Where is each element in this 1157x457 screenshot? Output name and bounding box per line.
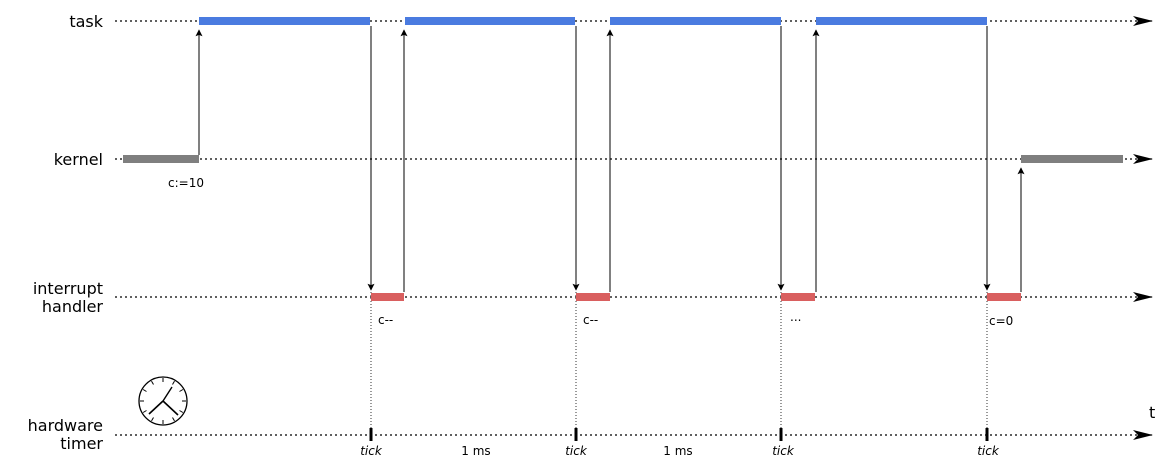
lane-label-hardware: hardware [28,416,103,435]
clock-icon [138,376,188,426]
annotation-kernel-set: c:=10 [168,176,204,190]
tick-label-3: tick [772,444,795,457]
annotation-handler-1: c-- [378,313,393,327]
time-axis-label: t [1149,403,1155,422]
lane-label-kernel: kernel [54,150,103,169]
annotation-handler-3: ... [790,310,801,324]
tick-label-4: tick [977,444,1000,457]
interval-label-2: 1 ms [663,444,692,457]
lane-label-handler: handler [42,297,104,316]
annotation-handler-4: c=0 [989,314,1013,328]
interval-label-1: 1 ms [461,444,490,457]
tick-label-1: tick [360,444,383,457]
lane-label-interrupt: interrupt [33,279,103,298]
tick-label-2: tick [565,444,588,457]
lane-label-task: task [69,12,103,31]
lane-label-timer: timer [60,434,103,453]
annotation-handler-2: c-- [583,313,598,327]
